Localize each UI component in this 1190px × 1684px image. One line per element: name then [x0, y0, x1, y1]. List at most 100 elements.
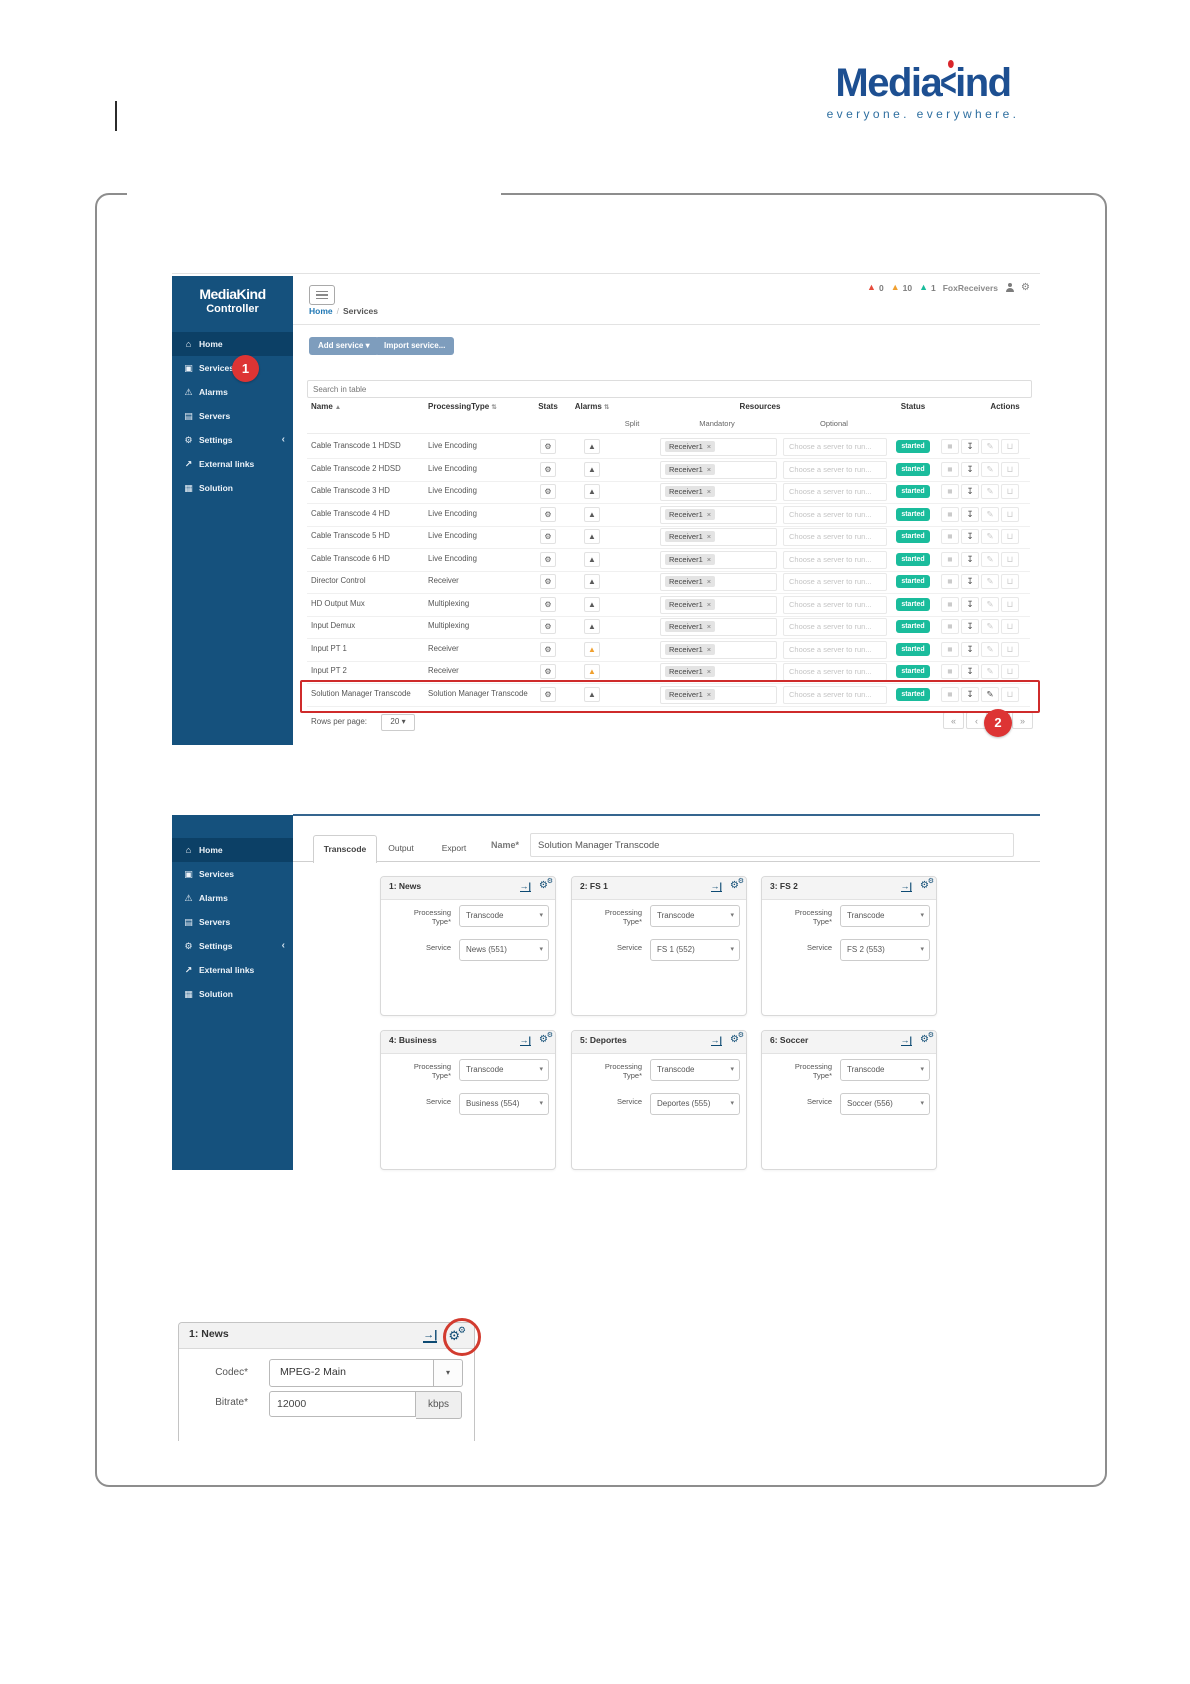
edit-button[interactable]: ✎ — [981, 506, 999, 522]
stop-button[interactable]: ■ — [941, 506, 959, 522]
mandatory-resource-field[interactable]: Receiver1 × — [660, 551, 777, 569]
stop-button[interactable]: ■ — [941, 618, 959, 634]
tab-transcode[interactable]: Transcode — [313, 835, 377, 863]
sidebar-item-external-links[interactable]: ↗ External links — [172, 452, 293, 476]
optional-resource-field[interactable]: Choose a server to run... — [783, 483, 887, 501]
processing-type-select[interactable]: Transcode ▾ — [459, 1059, 549, 1081]
stats-button[interactable]: ⚙ — [540, 663, 556, 679]
alarms-button[interactable]: ▲ — [584, 528, 600, 544]
service-select[interactable]: Business (554) ▾ — [459, 1093, 549, 1115]
gears-settings-icon[interactable]: ⚙ — [920, 876, 934, 892]
download-button[interactable]: ↧ — [961, 573, 979, 589]
sidebar-item-services[interactable]: ▣ Services — [172, 356, 293, 380]
stop-button[interactable]: ■ — [941, 641, 959, 657]
stats-button[interactable]: ⚙ — [540, 506, 556, 522]
stop-button[interactable]: ■ — [941, 528, 959, 544]
service-select[interactable]: Soccer (556) ▾ — [840, 1093, 930, 1115]
tab-output[interactable]: Output — [388, 843, 414, 853]
signin-icon[interactable]: →| — [900, 880, 913, 892]
sidebar-item-servers[interactable]: ▤ Servers — [172, 910, 293, 934]
sidebar-item-alarms[interactable]: ⚠ Alarms — [172, 886, 293, 910]
stats-button[interactable]: ⚙ — [540, 461, 556, 477]
processing-type-select[interactable]: Transcode ▾ — [650, 1059, 740, 1081]
edit-button[interactable]: ✎ — [981, 686, 999, 702]
resource-chip[interactable]: Receiver1 × — [665, 509, 716, 520]
stop-button[interactable]: ■ — [941, 461, 959, 477]
optional-resource-field[interactable]: Choose a server to run... — [783, 461, 887, 479]
stats-button[interactable]: ⚙ — [540, 573, 556, 589]
delete-button[interactable]: ⊔ — [1001, 438, 1019, 454]
delete-button[interactable]: ⊔ — [1001, 641, 1019, 657]
signin-icon[interactable]: →| — [519, 880, 532, 892]
alarms-button[interactable]: ▲ — [584, 461, 600, 477]
mandatory-resource-field[interactable]: Receiver1 × — [660, 618, 777, 636]
service-select[interactable]: News (551) ▾ — [459, 939, 549, 961]
service-name-input[interactable] — [530, 833, 1014, 857]
download-button[interactable]: ↧ — [961, 618, 979, 634]
resource-chip[interactable]: Receiver1 × — [665, 441, 716, 452]
resource-chip[interactable]: Receiver1 × — [665, 486, 716, 497]
chip-remove-icon[interactable]: × — [706, 645, 712, 654]
processing-type-select[interactable]: Transcode ▾ — [650, 905, 740, 927]
col-header-alarms[interactable]: Alarms ⇅ — [574, 402, 610, 411]
download-button[interactable]: ↧ — [961, 663, 979, 679]
optional-resource-field[interactable]: Choose a server to run... — [783, 528, 887, 546]
stop-button[interactable]: ■ — [941, 551, 959, 567]
stop-button[interactable]: ■ — [941, 686, 959, 702]
sidebar-item-home[interactable]: ⌂ Home — [172, 332, 293, 356]
download-button[interactable]: ↧ — [961, 483, 979, 499]
mandatory-resource-field[interactable]: Receiver1 × — [660, 438, 777, 456]
edit-button[interactable]: ✎ — [981, 551, 999, 567]
mandatory-resource-field[interactable]: Receiver1 × — [660, 528, 777, 546]
stop-button[interactable]: ■ — [941, 483, 959, 499]
stats-button[interactable]: ⚙ — [540, 618, 556, 634]
sidebar-item-home[interactable]: ⌂ Home — [172, 838, 293, 862]
optional-resource-field[interactable]: Choose a server to run... — [783, 551, 887, 569]
chip-remove-icon[interactable]: × — [706, 622, 712, 631]
resource-chip[interactable]: Receiver1 × — [665, 531, 716, 542]
sidebar-item-solution[interactable]: ▦ Solution — [172, 476, 293, 500]
mandatory-resource-field[interactable]: Receiver1 × — [660, 686, 777, 704]
col-header-processing-type[interactable]: ProcessingType ⇅ — [428, 402, 497, 411]
last-page-button[interactable]: » — [1012, 712, 1033, 729]
download-button[interactable]: ↧ — [961, 438, 979, 454]
search-input[interactable] — [307, 380, 1032, 398]
resource-chip[interactable]: Receiver1 × — [665, 666, 716, 677]
sidebar-item-settings[interactable]: ⚙ Settings ‹ — [172, 428, 293, 452]
sidebar-item-external-links[interactable]: ↗ External links — [172, 958, 293, 982]
optional-resource-field[interactable]: Choose a server to run... — [783, 573, 887, 591]
signin-icon[interactable]: →| — [423, 1328, 438, 1343]
stats-button[interactable]: ⚙ — [540, 596, 556, 612]
download-button[interactable]: ↧ — [961, 461, 979, 477]
download-button[interactable]: ↧ — [961, 686, 979, 702]
alarms-button[interactable]: ▲ — [584, 573, 600, 589]
resource-chip[interactable]: Receiver1 × — [665, 599, 716, 610]
optional-resource-field[interactable]: Choose a server to run... — [783, 506, 887, 524]
delete-button[interactable]: ⊔ — [1001, 596, 1019, 612]
stop-button[interactable]: ■ — [941, 438, 959, 454]
service-select[interactable]: Deportes (555) ▾ — [650, 1093, 740, 1115]
chip-remove-icon[interactable]: × — [706, 600, 712, 609]
mandatory-resource-field[interactable]: Receiver1 × — [660, 596, 777, 614]
rows-per-page-select[interactable]: 20 ▾ — [381, 714, 415, 731]
download-button[interactable]: ↧ — [961, 596, 979, 612]
service-select[interactable]: FS 2 (553) ▾ — [840, 939, 930, 961]
alarms-button[interactable]: ▲ — [584, 663, 600, 679]
settings-gear-icon[interactable]: ⚙ — [1021, 282, 1030, 293]
sidebar-item-services[interactable]: ▣ Services — [172, 862, 293, 886]
alarms-button[interactable]: ▲ — [584, 483, 600, 499]
gears-settings-icon[interactable]: ⚙ — [539, 1030, 553, 1046]
mandatory-resource-field[interactable]: Receiver1 × — [660, 483, 777, 501]
stop-button[interactable]: ■ — [941, 663, 959, 679]
service-select[interactable]: FS 1 (552) ▾ — [650, 939, 740, 961]
first-page-button[interactable]: « — [943, 712, 964, 729]
gears-settings-icon[interactable]: ⚙ — [539, 876, 553, 892]
delete-button[interactable]: ⊔ — [1001, 506, 1019, 522]
user-icon[interactable] — [1005, 283, 1014, 292]
delete-button[interactable]: ⊔ — [1001, 663, 1019, 679]
resource-chip[interactable]: Receiver1 × — [665, 464, 716, 475]
chip-remove-icon[interactable]: × — [706, 690, 712, 699]
signin-icon[interactable]: →| — [710, 880, 723, 892]
optional-resource-field[interactable]: Choose a server to run... — [783, 663, 887, 681]
edit-button[interactable]: ✎ — [981, 528, 999, 544]
